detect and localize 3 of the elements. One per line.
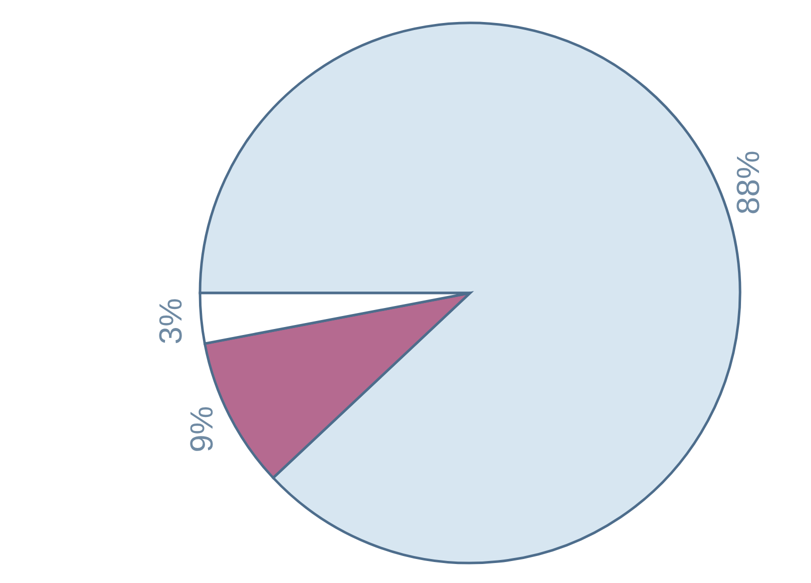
data-label: 88% — [730, 150, 766, 215]
data-label: 9% — [184, 406, 220, 452]
data-label: 3% — [152, 298, 188, 344]
